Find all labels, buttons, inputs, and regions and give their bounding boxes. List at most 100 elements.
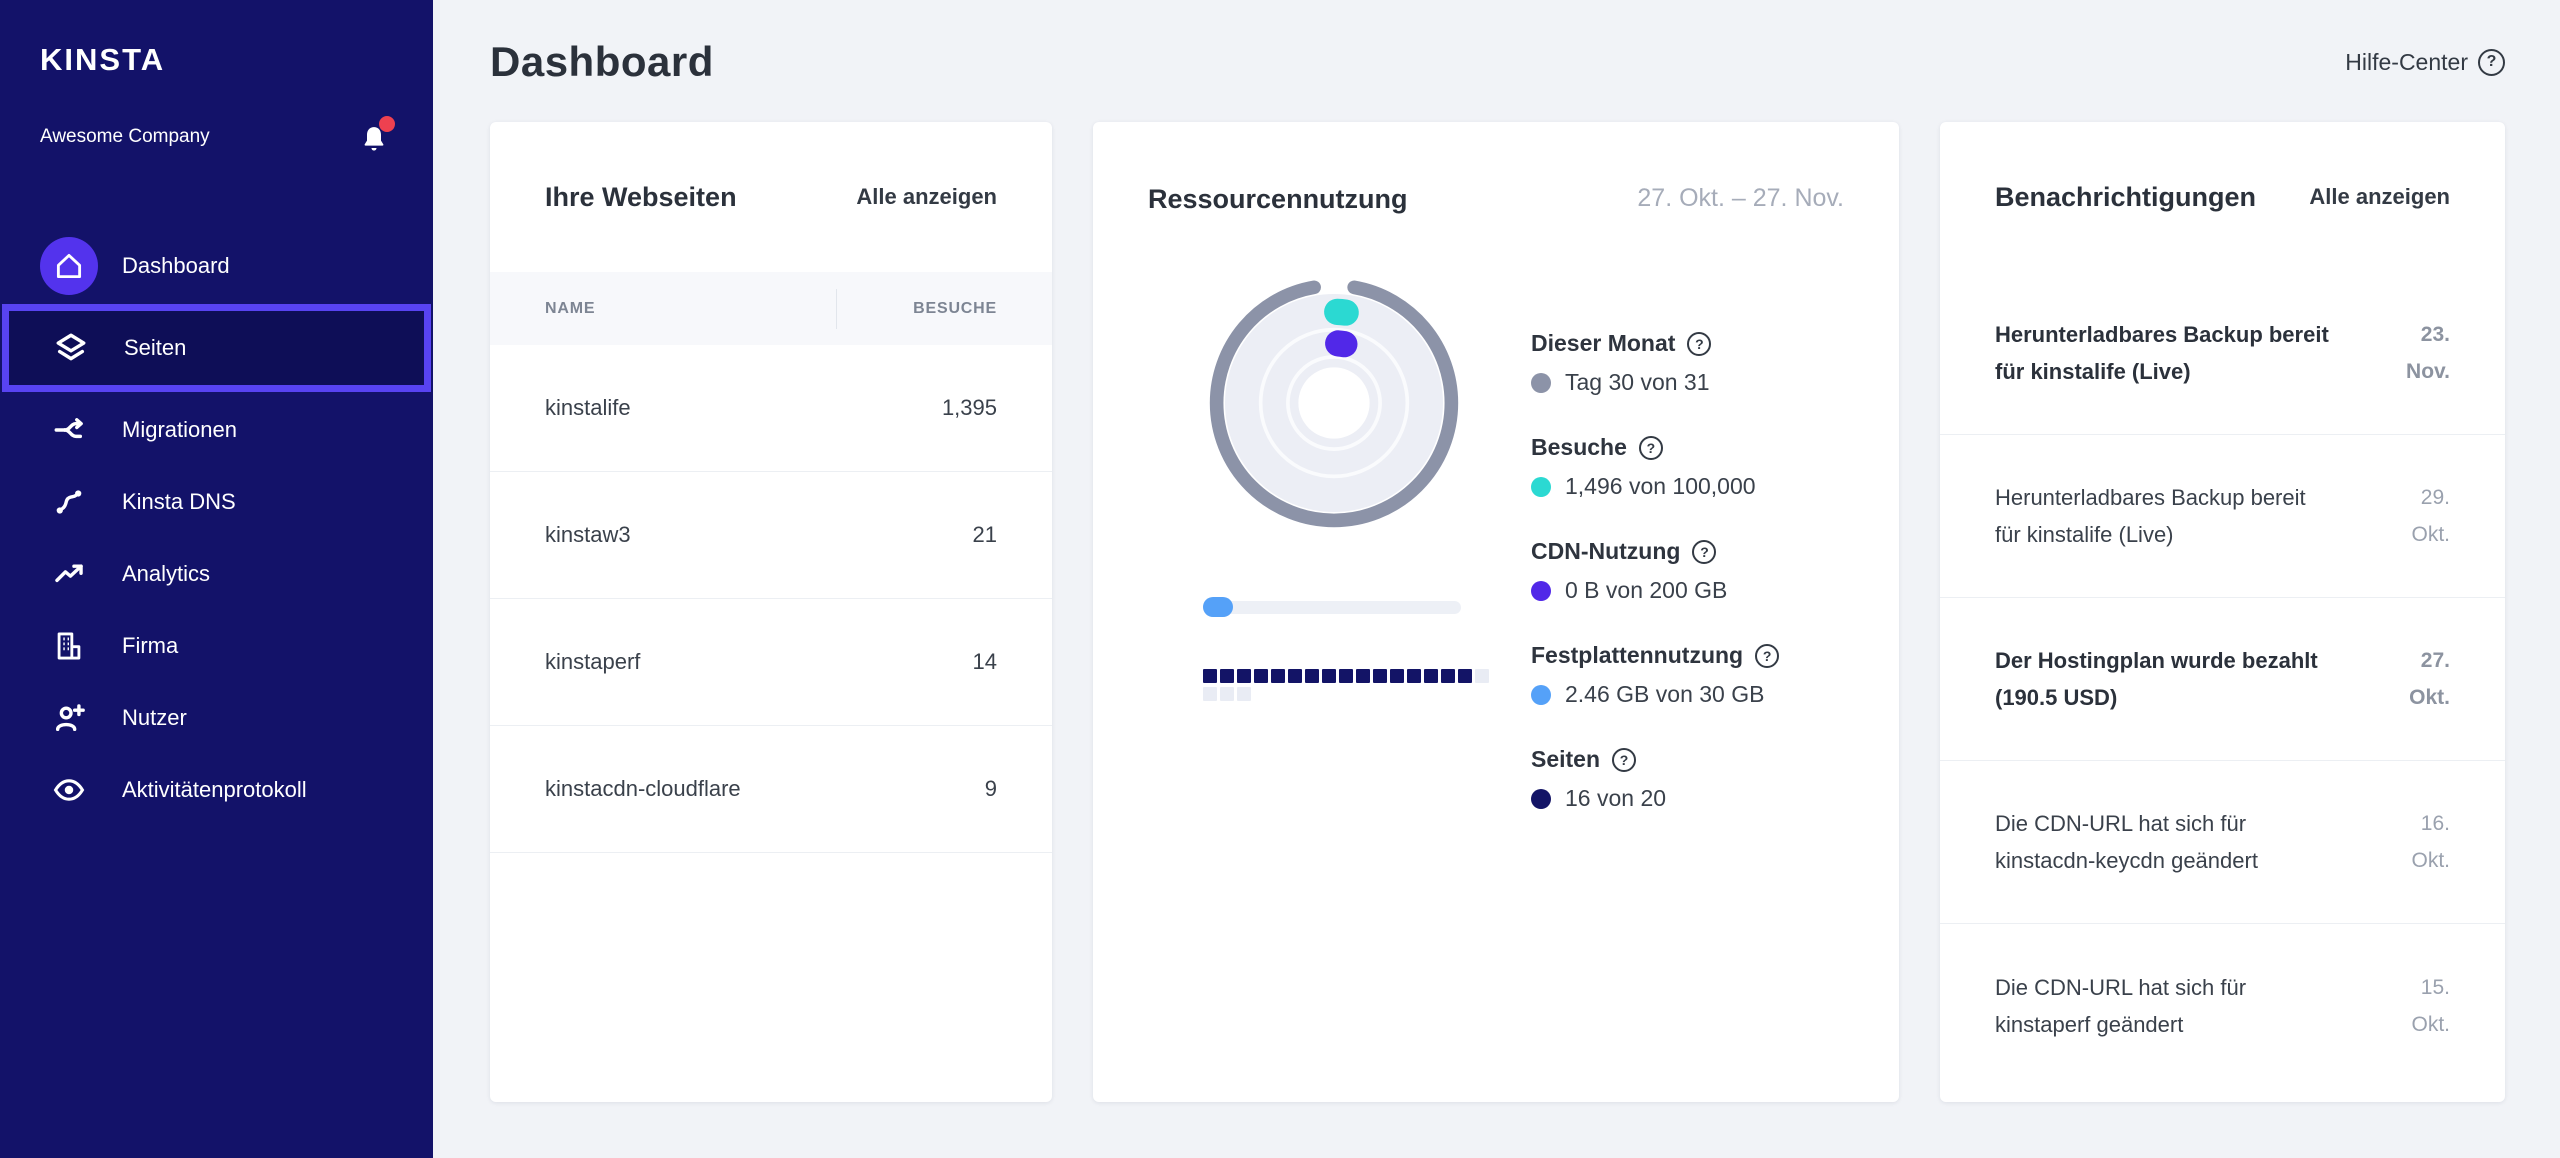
help-question-icon[interactable]: ?	[1755, 643, 1780, 668]
sidebar-item-label: Nutzer	[122, 705, 187, 730]
notification-item[interactable]: Die CDN-URL hat sich für kinstacdn-keycd…	[1940, 761, 2505, 924]
site-name[interactable]: kinstalife	[545, 395, 631, 420]
column-header-name: NAME	[545, 299, 596, 317]
site-visits: 14	[972, 649, 997, 674]
sidebar-item-label: Aktivitätenprotokoll	[122, 777, 307, 802]
legend-value: 0 B von 200 GB	[1565, 577, 1728, 603]
table-row[interactable]: kinstaperf 14	[490, 599, 1052, 726]
notification-text: Herunterladbares Backup bereit für kinst…	[1995, 322, 2329, 384]
trending-up-icon	[40, 545, 98, 603]
table-row[interactable]: kinstaw3 21	[490, 472, 1052, 599]
websites-card: Ihre Webseiten Alle anzeigen NAME BESUCH…	[490, 122, 1052, 1102]
legend-label: Dieser Monat	[1531, 330, 1676, 356]
sidebar-item-aktivitaetenprotokoll[interactable]: Aktivitätenprotokoll	[0, 754, 433, 826]
help-question-icon[interactable]: ?	[1692, 539, 1717, 564]
help-question-icon[interactable]: ?	[1612, 747, 1637, 772]
site-segment	[1322, 669, 1336, 683]
notification-item[interactable]: Der Hostingplan wurde bezahlt (190.5 USD…	[1940, 598, 2505, 761]
legend-value: 16 von 20	[1565, 785, 1667, 811]
sidebar: KINSTA Awesome Company Dashboard Seiten …	[0, 0, 433, 1158]
site-name[interactable]: kinstaperf	[545, 649, 641, 674]
site-segment	[1356, 669, 1370, 683]
notifications-card: Benachrichtigungen Alle anzeigen Herunte…	[1940, 122, 2505, 1102]
table-row[interactable]: kinstalife 1,395	[490, 345, 1052, 472]
notification-text: Die CDN-URL hat sich für kinstaperf geän…	[1995, 974, 2247, 1037]
site-segment	[1390, 669, 1404, 683]
site-segment	[1254, 669, 1268, 683]
site-segment	[1203, 669, 1217, 683]
help-center-link[interactable]: Hilfe-Center ?	[2345, 48, 2505, 76]
notification-dot	[379, 116, 395, 132]
sidebar-item-label: Migrationen	[122, 417, 237, 442]
help-question-icon[interactable]: ?	[1687, 331, 1712, 356]
site-segment	[1441, 669, 1455, 683]
sidebar-item-kinsta-dns[interactable]: Kinsta DNS	[0, 466, 433, 538]
sidebar-item-label: Dashboard	[122, 253, 230, 278]
legend-item-festplattennutzung: Festplattennutzung ? 2.46 GB von 30 GB	[1531, 642, 1780, 708]
page-title: Dashboard	[490, 38, 714, 85]
building-icon	[40, 617, 98, 675]
site-segment	[1373, 669, 1387, 683]
notification-text: Der Hostingplan wurde bezahlt (190.5 USD…	[1995, 648, 2318, 710]
help-question-icon[interactable]: ?	[1638, 435, 1663, 460]
legend-dot	[1531, 476, 1551, 497]
legend-dot	[1531, 580, 1551, 601]
sidebar-item-seiten[interactable]: Seiten	[2, 304, 431, 392]
column-header-visits: BESUCHE	[913, 299, 997, 317]
site-segment	[1458, 669, 1472, 683]
split-icon	[40, 401, 98, 459]
sidebar-item-migrationen[interactable]: Migrationen	[0, 394, 433, 466]
websites-view-all-link[interactable]: Alle anzeigen	[856, 184, 997, 209]
notification-item[interactable]: Herunterladbares Backup bereit für kinst…	[1940, 272, 2505, 435]
notification-item[interactable]: Herunterladbares Backup bereit für kinst…	[1940, 435, 2505, 598]
sidebar-nav: Dashboard Seiten Migrationen Kinsta DNS	[0, 230, 433, 826]
site-segment	[1237, 669, 1251, 683]
disk-usage-progress-bar	[1203, 597, 1461, 617]
notifications-view-all-link[interactable]: Alle anzeigen	[2309, 184, 2450, 209]
sidebar-item-nutzer[interactable]: Nutzer	[0, 682, 433, 754]
notification-item[interactable]: Die CDN-URL hat sich für kinstaperf geän…	[1940, 924, 2505, 1087]
legend-value: Tag 30 von 31	[1565, 369, 1710, 395]
legend-dot	[1531, 372, 1551, 393]
site-segment	[1271, 669, 1285, 683]
table-row[interactable]: kinstacdn-cloudflare 9	[490, 726, 1052, 853]
usage-donut-chart	[1209, 278, 1459, 528]
websites-table-header: NAME BESUCHE	[490, 272, 1052, 345]
layers-icon	[42, 319, 100, 377]
usage-legend: Dieser Monat ? Tag 30 von 31 Besuche ?	[1531, 272, 1780, 850]
notification-date: 15. Okt.	[2411, 975, 2450, 1036]
legend-label: Seiten	[1531, 746, 1601, 772]
sidebar-item-dashboard[interactable]: Dashboard	[0, 230, 433, 302]
legend-label: CDN-Nutzung	[1531, 538, 1681, 564]
column-divider	[836, 288, 837, 329]
sidebar-item-analytics[interactable]: Analytics	[0, 538, 433, 610]
site-name[interactable]: kinstacdn-cloudflare	[545, 776, 741, 801]
site-segment	[1203, 687, 1217, 701]
site-segment	[1305, 669, 1319, 683]
home-icon	[40, 237, 98, 295]
site-segment	[1220, 687, 1234, 701]
date-range: 27. Okt. – 27. Nov.	[1637, 184, 1844, 212]
legend-label: Festplattennutzung	[1531, 642, 1744, 668]
notification-text: Die CDN-URL hat sich für kinstacdn-keycd…	[1995, 811, 2258, 873]
legend-value: 2.46 GB von 30 GB	[1565, 681, 1765, 707]
main-content: Dashboard Hilfe-Center ? Ihre Webseiten …	[433, 0, 2560, 1158]
site-segment	[1424, 669, 1438, 683]
sidebar-item-label: Seiten	[124, 335, 187, 360]
site-visits: 1,395	[941, 395, 997, 420]
site-segment	[1407, 669, 1421, 683]
sidebar-item-label: Firma	[122, 633, 179, 658]
kinsta-logo: KINSTA	[40, 42, 166, 77]
legend-label: Besuche	[1531, 434, 1627, 460]
resources-card: Ressourcennutzung 27. Okt. – 27. Nov.	[1093, 122, 1899, 1102]
notifications-bell-icon[interactable]	[359, 116, 395, 154]
sidebar-item-firma[interactable]: Firma	[0, 610, 433, 682]
legend-item-besuche: Besuche ? 1,496 von 100,000	[1531, 434, 1779, 500]
site-name[interactable]: kinstaw3	[545, 522, 631, 547]
legend-value: 1,496 von 100,000	[1565, 473, 1756, 499]
notification-date: 29. Okt.	[2411, 486, 2450, 546]
site-visits: 9	[984, 776, 997, 801]
progress-track	[1203, 601, 1461, 614]
legend-dot	[1531, 788, 1551, 809]
legend-dot	[1531, 684, 1551, 705]
